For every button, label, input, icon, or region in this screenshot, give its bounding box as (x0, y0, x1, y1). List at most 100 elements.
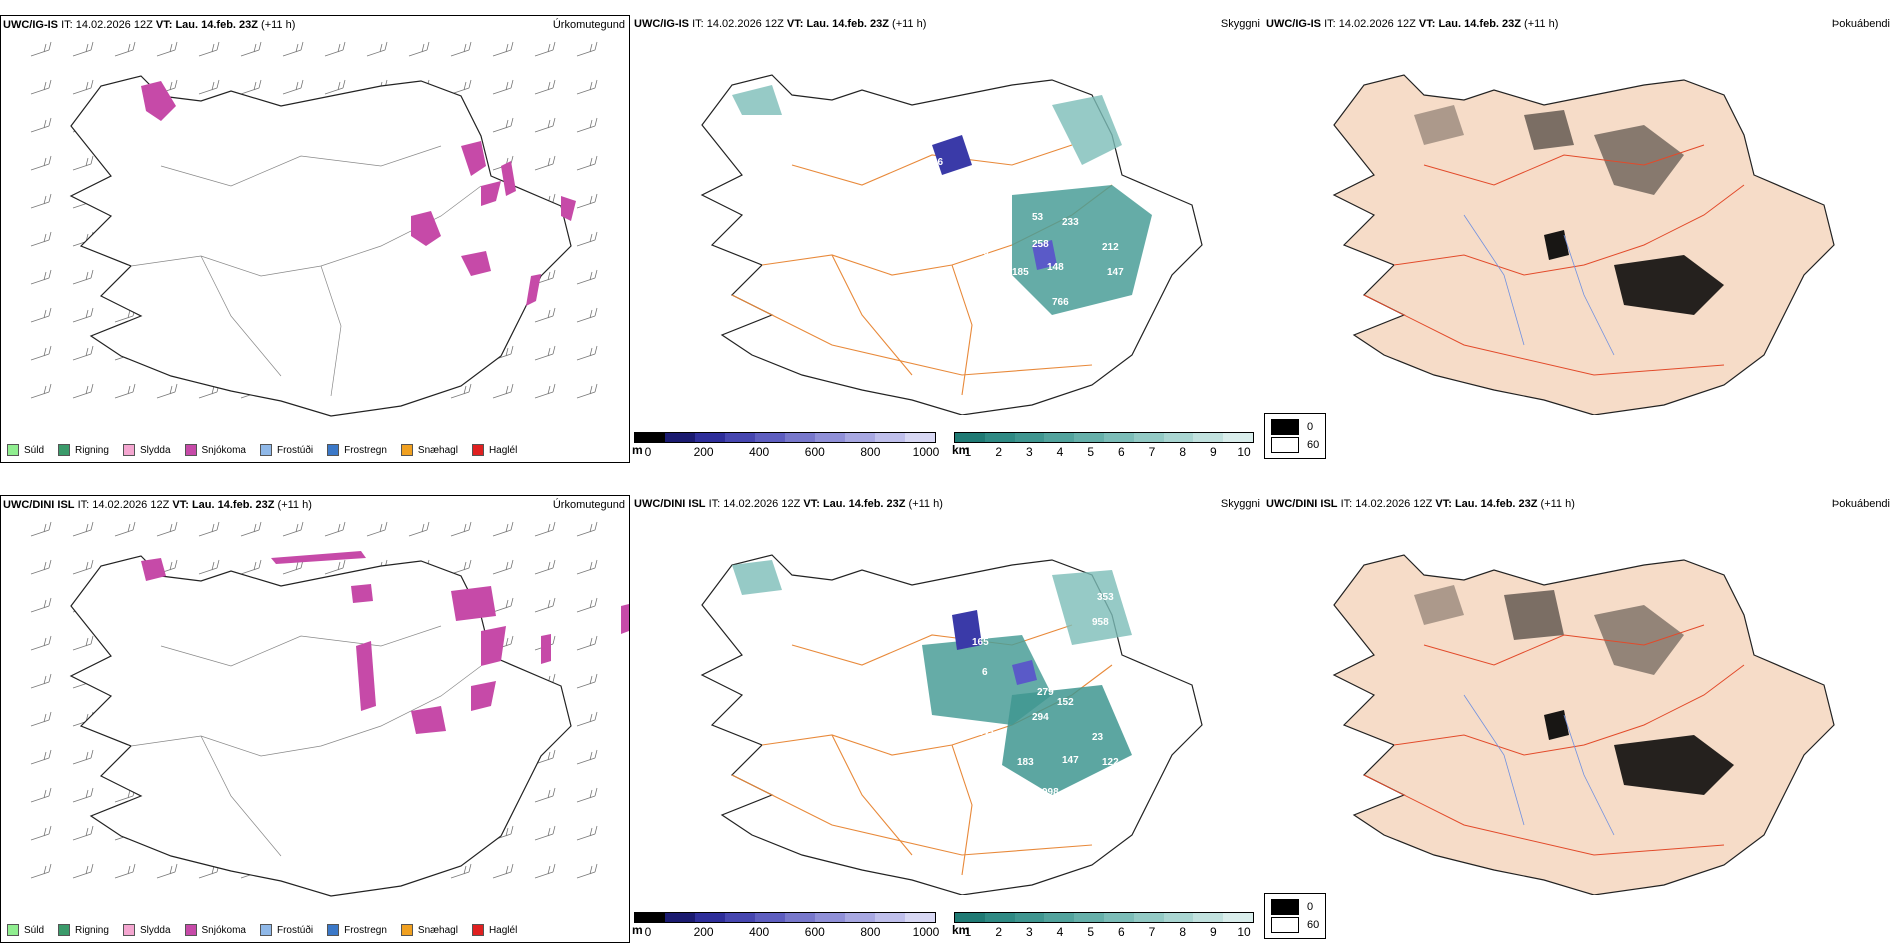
colorbar-tick: 8 (1179, 925, 1186, 939)
wind-barb (534, 787, 556, 803)
wind-barb (30, 79, 52, 95)
wind-barb (450, 383, 472, 399)
legend-item: Súld (7, 924, 44, 936)
wind-barb (72, 79, 94, 95)
legend-swatch (7, 924, 19, 936)
iceland-precip-map (30, 41, 598, 417)
colorbar-segment (1044, 433, 1075, 442)
colorbar-segment (1193, 433, 1224, 442)
rivers (1463, 694, 1615, 836)
panel-title: Úrkomutegund (552, 499, 625, 511)
fog-legend: 0 60 (1264, 413, 1327, 459)
precip-legend: Súld Rigning Slydda Snjókoma Frostúði Frostre… (7, 924, 517, 936)
colorbar-tick: 6 (1117, 925, 1125, 939)
colorbar-segment (1103, 913, 1134, 922)
colorbar-tick: 7 (1148, 925, 1156, 939)
iceland-outline (69, 555, 572, 897)
legend-item: Frostregn (327, 924, 387, 936)
colorbar-tick: 8 (1179, 445, 1186, 459)
colorbar-unit: m (632, 923, 643, 937)
legend-label: Snæhagl (417, 444, 458, 456)
visibility-value-label: 212 (1102, 242, 1119, 253)
colorbar-segment (695, 913, 725, 922)
colorbar-segment (725, 433, 755, 442)
legend-item: Rigning (58, 444, 109, 456)
wind-barb (576, 79, 598, 95)
wind-barb (492, 597, 514, 613)
wind-barb (534, 41, 556, 57)
legend-swatch (122, 924, 135, 936)
wind-barb (30, 155, 52, 171)
legend-swatch (58, 444, 71, 456)
visibility-colorbar-km: km 1 2 3 4 5 6 7 8 9 10 (952, 912, 1254, 940)
wind-barb (198, 79, 220, 95)
visibility-fields (732, 85, 1152, 315)
wind-barb (198, 41, 220, 57)
wind-barb (492, 521, 514, 537)
colorbar-tick: 5 (1087, 925, 1094, 939)
wind-barb (576, 193, 598, 209)
legend-swatch (122, 444, 135, 456)
visibility-value-label: 165 (972, 637, 989, 648)
colorbar-tick: 10 (1237, 445, 1251, 459)
panel-header: UWC/IG-IS IT: 14.02.2026 12Z VT: Lau. 14… (634, 18, 927, 30)
wind-barb (450, 79, 472, 95)
wind-barb (30, 787, 52, 803)
colorbar-segment (785, 433, 815, 442)
iceland-outline (700, 74, 1203, 415)
panel-title: Úrkomutegund (552, 19, 625, 31)
wind-barb (576, 345, 598, 361)
legend-label: Slydda (139, 444, 171, 456)
wind-barb (114, 863, 136, 879)
wind-barb (30, 711, 52, 727)
wind-barb (534, 521, 556, 537)
colorbar-segment (1163, 433, 1194, 442)
colorbar-tick: 9 (1209, 925, 1217, 939)
visibility-value-label: 183 (1017, 757, 1034, 768)
visibility-value-label: 122 (1102, 757, 1119, 768)
wind-barb (114, 41, 136, 57)
wind-barb (324, 559, 346, 575)
fog-legend-label: 0 (1307, 421, 1314, 433)
wind-barb (534, 559, 556, 575)
panel-title: Skyggni (1220, 498, 1260, 510)
colorbar-tick: 0 (644, 925, 652, 939)
wind-barb (534, 825, 556, 841)
fog-legend-row: 60 (1271, 436, 1319, 454)
fog-legend-swatch (1271, 899, 1299, 915)
wind-barb (534, 307, 556, 323)
iceland-outline (1332, 74, 1835, 415)
legend-swatch (400, 924, 413, 936)
wind-barb (492, 863, 514, 879)
wind-barb (576, 383, 598, 399)
colorbar-strip (954, 912, 1254, 923)
colorbar-segment (984, 913, 1015, 922)
fog-legend-row: 0 (1271, 418, 1319, 436)
wind-barb (30, 635, 52, 651)
wind-barb (30, 117, 52, 133)
colorbar-strip (634, 912, 936, 923)
wind-barb (450, 863, 472, 879)
wind-barb (156, 863, 178, 879)
colorbar-tick: 7 (1148, 445, 1156, 459)
wind-barb (72, 521, 94, 537)
wind-barb (576, 597, 598, 613)
wind-barb (240, 521, 262, 537)
visibility-value-label: 958 (1092, 617, 1109, 628)
legend-label: Snæhagl (417, 924, 458, 936)
legend-swatch (327, 924, 340, 936)
wind-barb (72, 863, 94, 879)
wind-barb (30, 307, 52, 323)
fog-legend-swatch (1271, 917, 1299, 933)
wind-barb (30, 825, 52, 841)
iceland-outline (69, 75, 572, 417)
visibility-value-label: 145 (977, 727, 994, 738)
legend-label: Haglél (488, 444, 518, 456)
legend-item: Súld (7, 444, 44, 456)
visibility-panel-bottom: UWC/DINI ISL IT: 14.02.2026 12Z VT: Lau.… (632, 495, 1262, 943)
colorbar-segment (1223, 433, 1253, 442)
wind-barb (156, 521, 178, 537)
visibility-value-label: 279 (1037, 687, 1054, 698)
fog-legend-label: 60 (1307, 919, 1320, 931)
